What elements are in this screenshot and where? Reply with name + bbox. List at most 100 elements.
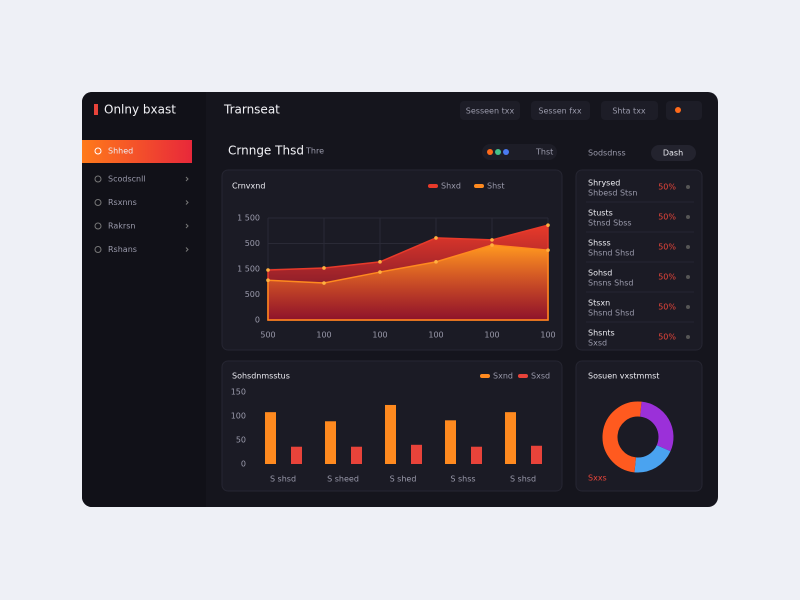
item-value: 50% [658, 183, 676, 192]
nav-label[interactable]: Rshans [108, 245, 137, 254]
legend-label: Sxnd [493, 372, 513, 381]
item-icon [686, 215, 690, 219]
point [322, 266, 326, 270]
x-tick-label: 100 [372, 331, 387, 340]
x-tick-label: 100 [540, 331, 555, 340]
dot [495, 149, 501, 155]
bar [471, 446, 482, 464]
list-panel [575, 169, 703, 351]
bar [445, 420, 456, 464]
x-tick-label: 100 [428, 331, 443, 340]
item-name: Shrysed [588, 179, 620, 188]
nav-icon [94, 246, 102, 253]
donut-panel [575, 360, 703, 492]
annotation: Sxxs [588, 474, 607, 483]
y-tick-label: 500 [245, 290, 260, 299]
y-tick-label: 100 [231, 412, 246, 421]
chart-title: Sohsdnmsstus [232, 372, 290, 381]
nav-label[interactable]: Rsxnns [108, 198, 137, 207]
x-tick-label: S sheed [327, 475, 359, 484]
item-icon [686, 185, 690, 189]
nav-icon [94, 199, 102, 206]
icon-button[interactable] [666, 101, 702, 120]
item-value: 50% [658, 213, 676, 222]
legend-label: Shxd [441, 182, 461, 191]
logo-icon [94, 104, 98, 115]
item-detail: Shsnd Shsd [588, 249, 634, 258]
y-tick-label: 500 [245, 239, 260, 248]
y-tick-label: 1 500 [237, 265, 260, 274]
y-tick-label: 150 [231, 388, 246, 397]
nav-label[interactable]: Shhed [108, 147, 133, 156]
item-detail: Snsns Shsd [588, 279, 634, 288]
item-detail: Shbesd Stsn [588, 189, 637, 198]
header-button-label: Sessen fxx [538, 107, 581, 116]
y-tick-label: 50 [236, 436, 246, 445]
chevron [185, 223, 189, 229]
bar [505, 412, 516, 464]
side-label: Sodsdnss [588, 149, 626, 158]
y-tick-label: 0 [255, 316, 260, 325]
chevron [185, 247, 189, 252]
x-tick-label: 100 [484, 331, 499, 340]
bar [291, 446, 302, 464]
side-button-label: Dash [663, 149, 683, 158]
icon [675, 107, 681, 113]
nav-icon [94, 147, 102, 155]
logo: Onlny bxast [104, 103, 176, 117]
chart-title: Sosuen vxstmmst [588, 372, 659, 381]
header-title: Trarnseat [223, 103, 280, 117]
point [490, 238, 494, 242]
nav-label[interactable]: Scodscnll [108, 175, 146, 184]
item-icon [686, 275, 690, 279]
item-name: Stsxn [588, 299, 610, 308]
item-detail: Sxsd [588, 339, 607, 348]
item-name: Shsss [588, 239, 611, 248]
legend-swatch [428, 184, 438, 188]
x-tick-label: S shsd [270, 475, 296, 484]
header-button-label: Sesseen txx [466, 107, 515, 116]
header-button[interactable] [531, 101, 590, 120]
bar [325, 421, 336, 464]
item-value: 50% [658, 333, 676, 342]
point [546, 223, 550, 227]
legend-label: Sxsd [531, 372, 550, 381]
point [490, 243, 494, 247]
bar [351, 446, 362, 464]
header-button[interactable] [460, 101, 520, 120]
item-value: 50% [658, 303, 676, 312]
item-icon [686, 335, 690, 339]
nav-icon [94, 222, 102, 230]
y-tick-label: 0 [241, 460, 246, 469]
point [546, 248, 550, 252]
dot [487, 149, 493, 155]
donut-segment [639, 401, 674, 452]
header-button-label: Shta txx [612, 107, 646, 116]
header-button[interactable] [601, 101, 658, 120]
section-subtitle: Thre [305, 147, 324, 156]
side-button[interactable] [651, 145, 696, 161]
point [266, 278, 270, 283]
filter-chip[interactable] [482, 144, 557, 160]
point [434, 236, 438, 240]
x-tick-label: S shsd [510, 475, 536, 484]
chip-label: Thst [535, 148, 553, 157]
chevron [185, 176, 189, 182]
bar [265, 412, 276, 464]
nav-active[interactable] [82, 140, 192, 163]
dot [503, 149, 509, 155]
chart-title: Crnvxnd [232, 182, 265, 191]
item-name: Stusts [588, 209, 613, 218]
legend-swatch [480, 374, 490, 378]
point [434, 260, 438, 264]
item-icon [686, 305, 690, 309]
bar [531, 445, 542, 464]
x-tick-label: 500 [260, 331, 275, 340]
section-title: Crnnge Thsd [228, 144, 304, 158]
donut-segment [602, 401, 642, 473]
nav-label[interactable]: Rakrsn [108, 222, 135, 231]
point [322, 281, 326, 285]
x-tick-label: S shss [450, 475, 475, 484]
